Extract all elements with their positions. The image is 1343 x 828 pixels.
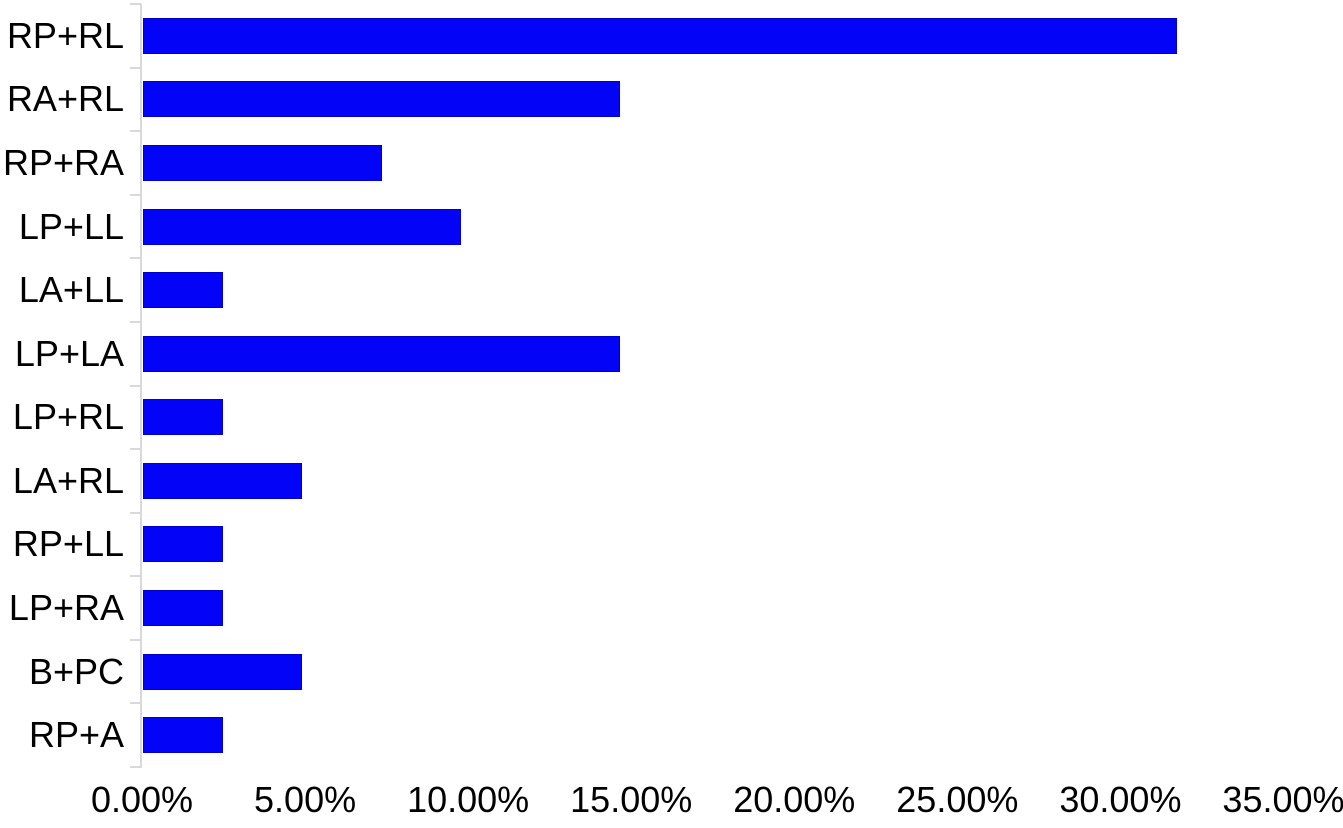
bar: [143, 144, 382, 181]
bar: [143, 272, 223, 309]
bar: [143, 399, 223, 436]
y-axis-tick: [130, 638, 141, 641]
category-label: LP+RL: [12, 396, 124, 438]
x-axis-tick-label: 25.00%: [896, 779, 1019, 820]
category-label: LA+LL: [18, 269, 124, 311]
bar: [143, 208, 462, 245]
x-axis-tick-label: 0.00%: [90, 779, 194, 820]
plot-area: RP+RL RA+RL RP+RA LP+LL LA+LL LP+LA LP+RL LA+RL…: [0, 4, 1343, 767]
x-axis-tick-label: 5.00%: [254, 779, 357, 820]
category-label: RP+RL: [6, 14, 124, 56]
x-axis-tick-label: 10.00%: [407, 779, 530, 820]
bar-row: LA+LL: [0, 258, 1343, 322]
y-axis-tick: [130, 3, 141, 5]
bar: [143, 653, 303, 690]
bar-row: RA+RL: [0, 68, 1343, 132]
bar-row: RP+RL: [0, 4, 1343, 68]
bar-row: RP+A: [0, 703, 1343, 767]
x-axis-tick-label: 15.00%: [570, 779, 693, 820]
bar: [143, 81, 621, 118]
y-axis-tick: [130, 766, 141, 768]
category-label: B+PC: [28, 650, 124, 692]
y-axis-tick: [130, 448, 141, 451]
bar: [143, 526, 223, 563]
category-label: LA+RL: [12, 459, 124, 501]
category-label: RP+A: [28, 714, 124, 756]
x-axis-tick-label: 20.00%: [733, 779, 856, 820]
bar-row: RP+RA: [0, 131, 1343, 195]
y-axis-tick: [130, 575, 141, 578]
bar-row: LP+RA: [0, 576, 1343, 640]
category-label: LP+LA: [14, 332, 124, 374]
x-axis: 0.00% 5.00% 10.00% 15.00% 20.00% 25.00% 30.00%…: [0, 776, 1343, 828]
y-axis-tick: [130, 702, 141, 705]
bar-row: LP+LL: [0, 195, 1343, 259]
y-axis-tick: [130, 257, 141, 260]
category-label: RP+LL: [12, 523, 124, 565]
bar-row: LA+RL: [0, 449, 1343, 513]
bar-row: B+PC: [0, 640, 1343, 704]
y-axis-line: [140, 4, 142, 768]
category-label: LP+LL: [18, 205, 124, 247]
bar-row: LP+RL: [0, 385, 1343, 449]
y-axis-tick: [130, 511, 141, 514]
bar: [143, 462, 303, 499]
bar: [143, 717, 223, 754]
category-label: RA+RL: [6, 78, 124, 120]
y-axis-tick: [130, 320, 141, 323]
bar-row: RP+LL: [0, 513, 1343, 577]
category-label: RP+RA: [2, 141, 124, 183]
category-label: LP+RA: [8, 586, 124, 628]
y-axis-tick: [130, 384, 141, 387]
bar: [143, 589, 223, 626]
x-axis-tick-label: 30.00%: [1059, 779, 1182, 820]
y-axis-tick: [130, 130, 141, 133]
y-axis-tick: [130, 66, 141, 69]
bar: [143, 335, 621, 372]
y-axis-tick: [130, 193, 141, 196]
bar: [143, 17, 1178, 54]
x-axis-tick-label: 35.00%: [1222, 779, 1343, 820]
bar-row: LP+LA: [0, 322, 1343, 386]
